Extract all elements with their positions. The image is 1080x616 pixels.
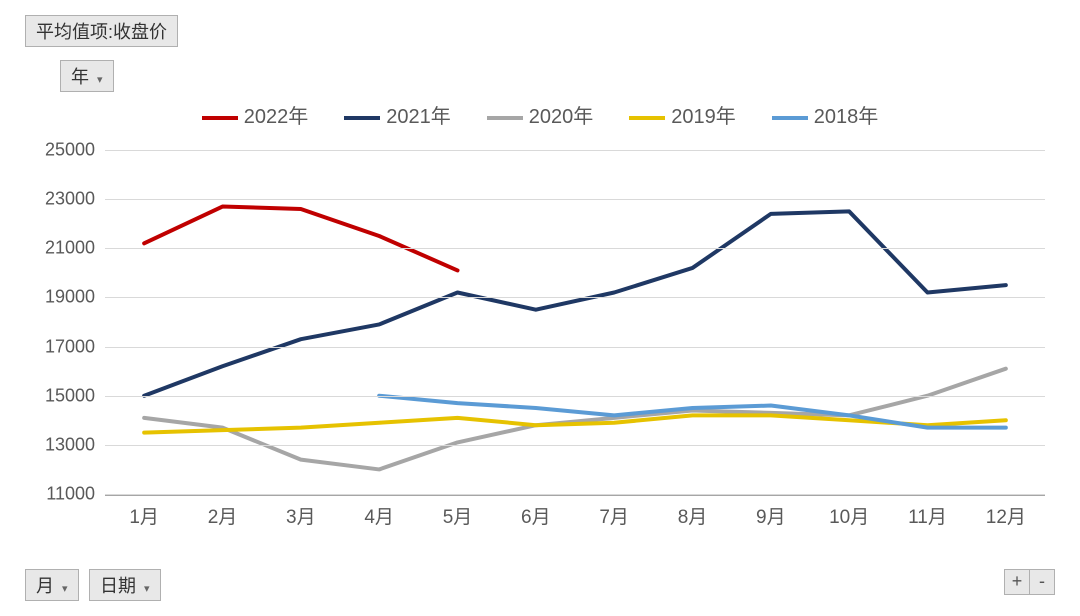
series-line (144, 211, 1006, 395)
legend-label: 2020年 (529, 106, 594, 128)
y-axis-label: 21000 (35, 238, 95, 259)
legend-item[interactable]: 2020年 (487, 100, 594, 129)
pivot-year-field[interactable]: 年▾ (60, 60, 114, 92)
legend-item[interactable]: 2018年 (772, 100, 879, 129)
x-axis-label: 8月 (678, 502, 708, 529)
chart-plot: 1100013000150001700019000210002300025000… (105, 150, 1045, 496)
chart-legend: 2022年 2021年 2020年 2019年 2018年 (0, 100, 1080, 129)
legend-item[interactable]: 2019年 (629, 100, 736, 129)
legend-swatch (344, 116, 380, 120)
bottom-field-row: 月▾ 日期▾ +- (25, 569, 1055, 601)
gridline (105, 199, 1045, 200)
x-axis-label: 12月 (986, 502, 1026, 529)
pivot-date-field[interactable]: 日期 ▾ (89, 569, 161, 601)
x-axis-label: 5月 (443, 502, 473, 529)
pivot-value-label: 平均值项:收盘价 (36, 22, 167, 42)
y-axis-label: 15000 (35, 385, 95, 406)
y-axis-label: 17000 (35, 336, 95, 357)
dropdown-icon: ▾ (97, 74, 103, 86)
pivot-month-field[interactable]: 月▾ (25, 569, 79, 601)
gridline (105, 396, 1045, 397)
legend-label: 2019年 (671, 106, 736, 128)
x-axis-label: 2月 (208, 502, 238, 529)
legend-swatch (202, 116, 238, 120)
expand-button[interactable]: + (1004, 569, 1030, 595)
x-axis-label: 1月 (129, 502, 159, 529)
dropdown-icon: ▾ (144, 583, 150, 595)
y-axis-label: 13000 (35, 434, 95, 455)
gridline (105, 445, 1045, 446)
pivot-month-label: 月 (36, 576, 54, 596)
legend-swatch (629, 116, 665, 120)
legend-item[interactable]: 2021年 (344, 100, 451, 129)
gridline (105, 150, 1045, 151)
chart-area: 11000 13000 15000 17000 19000 21000 23000 25000… (25, 140, 1055, 536)
gridline (105, 347, 1045, 348)
gridline (105, 297, 1045, 298)
x-axis-label: 10月 (829, 502, 869, 529)
legend-label: 2021年 (386, 106, 451, 128)
pivot-value-field[interactable]: 平均值项:收盘价 (25, 15, 178, 47)
pivot-year-label: 年 (71, 67, 89, 87)
gridline (105, 248, 1045, 249)
y-axis-label: 11000 (35, 484, 95, 505)
y-axis-label: 19000 (35, 287, 95, 308)
x-axis-label: 4月 (364, 502, 394, 529)
x-axis-label: 7月 (599, 502, 629, 529)
y-axis-label: 23000 (35, 189, 95, 210)
legend-swatch (772, 116, 808, 120)
legend-label: 2018年 (814, 106, 879, 128)
legend-swatch (487, 116, 523, 120)
x-axis-label: 6月 (521, 502, 551, 529)
pivot-date-label: 日期 (100, 576, 136, 596)
x-axis-label: 3月 (286, 502, 316, 529)
x-axis-label: 11月 (908, 502, 947, 529)
x-axis-label: 9月 (756, 502, 786, 529)
collapse-button[interactable]: - (1029, 569, 1055, 595)
dropdown-icon: ▾ (62, 583, 68, 595)
gridline (105, 494, 1045, 495)
legend-label: 2022年 (244, 106, 309, 128)
y-axis-label: 25000 (35, 140, 95, 161)
series-line (144, 207, 457, 271)
legend-item[interactable]: 2022年 (202, 100, 309, 129)
